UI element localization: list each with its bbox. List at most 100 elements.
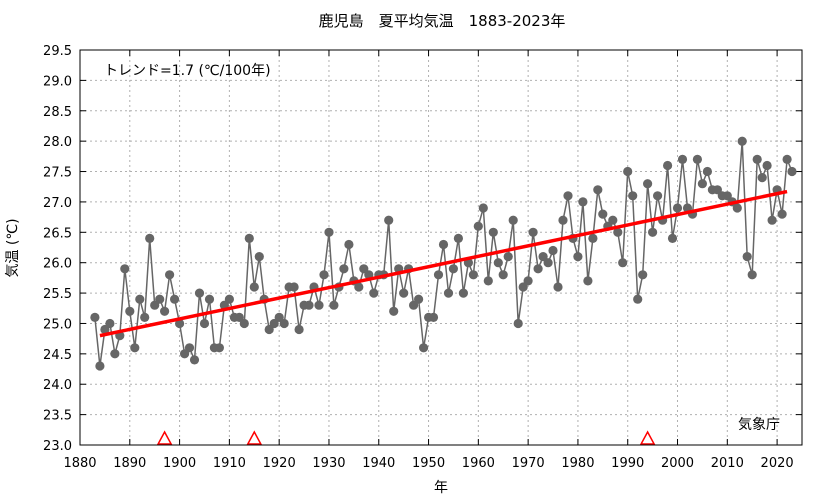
- y-tick-label: 24.0: [43, 378, 72, 393]
- data-point: [289, 282, 299, 292]
- data-point: [503, 252, 513, 262]
- data-point: [120, 264, 130, 274]
- x-tick-label: 1920: [263, 456, 296, 471]
- data-point: [488, 227, 498, 237]
- data-point: [628, 191, 638, 201]
- data-point: [239, 318, 249, 329]
- data-point: [737, 136, 747, 146]
- data-point: [294, 324, 304, 335]
- station-change-markers: [156, 430, 656, 445]
- y-tick-label: 26.5: [43, 226, 72, 241]
- data-point: [135, 294, 145, 304]
- x-tick-label: 1930: [312, 456, 345, 471]
- data-point: [175, 318, 185, 329]
- y-tick-label: 26.0: [43, 257, 72, 272]
- data-point: [777, 209, 787, 219]
- data-point: [528, 227, 538, 237]
- x-tick-label: 2010: [711, 456, 744, 471]
- y-tick-label: 27.0: [43, 196, 72, 211]
- data-point: [274, 312, 284, 322]
- data-point: [155, 294, 165, 304]
- data-point: [453, 233, 463, 243]
- data-point: [468, 270, 478, 280]
- data-point: [608, 215, 618, 225]
- data-point: [224, 294, 234, 304]
- trend-line: [99, 189, 788, 338]
- data-point: [598, 209, 608, 219]
- data-point: [204, 294, 215, 304]
- axis-ticks: 23.0 23.5 24.0 24.5 25.0 25.5 26.0 26.5 27.0 27.5…: [43, 44, 802, 471]
- data-point: [722, 191, 732, 201]
- y-tick-label: 28.5: [43, 105, 72, 120]
- data-point: [767, 215, 777, 225]
- data-point: [518, 282, 528, 292]
- data-point: [648, 227, 658, 237]
- data-point: [428, 312, 439, 322]
- x-tick-label: 2020: [761, 456, 794, 471]
- data-point: [110, 349, 120, 359]
- data-point: [419, 343, 429, 353]
- x-tick-label: 1970: [512, 456, 545, 471]
- data-point: [757, 173, 767, 183]
- data-point: [279, 318, 289, 329]
- x-tick-label: 1940: [362, 456, 395, 471]
- data-point: [473, 221, 483, 231]
- data-point: [458, 288, 468, 298]
- data-point: [214, 343, 224, 353]
- data-point: [663, 160, 673, 171]
- data-point: [667, 233, 678, 243]
- data-point: [448, 264, 458, 274]
- data-point: [125, 306, 135, 316]
- data-point: [194, 288, 205, 298]
- data-point: [249, 282, 259, 292]
- data-point: [483, 276, 493, 286]
- data-point: [558, 215, 568, 225]
- data-point: [508, 215, 518, 225]
- data-point: [533, 264, 543, 274]
- data-point: [329, 300, 339, 310]
- data-point: [593, 185, 603, 195]
- data-point: [553, 282, 563, 292]
- data-point: [643, 179, 653, 189]
- y-tick-label: 23.5: [43, 409, 72, 424]
- data-point: [384, 215, 394, 225]
- data-point: [95, 361, 105, 371]
- data-point: [254, 252, 264, 262]
- data-point: [752, 154, 762, 164]
- data-point: [105, 318, 115, 329]
- y-tick-label: 29.5: [43, 44, 72, 59]
- x-tick-label: 1990: [611, 456, 644, 471]
- data-point: [354, 282, 364, 292]
- data-point: [618, 258, 628, 268]
- y-tick-label: 29.0: [43, 74, 72, 89]
- data-point: [189, 355, 200, 365]
- data-point: [90, 312, 100, 322]
- data-point: [339, 264, 349, 274]
- x-tick-label: 1950: [412, 456, 445, 471]
- data-point: [538, 252, 548, 262]
- data-point: [443, 288, 454, 298]
- plot-frame: [79, 49, 803, 446]
- source-label: 気象庁: [738, 417, 780, 433]
- data-point: [732, 203, 742, 213]
- data-point: [234, 312, 244, 322]
- y-tick-label: 23.0: [43, 439, 72, 454]
- data-point: [653, 191, 663, 201]
- data-point: [319, 270, 329, 280]
- data-point: [165, 270, 175, 280]
- trend-annotation: トレンド=1.7 (℃/100年): [104, 63, 271, 79]
- y-axis-label: 気温 (℃): [5, 218, 21, 277]
- data-point: [513, 318, 523, 329]
- data-point: [130, 343, 140, 353]
- data-point: [747, 270, 757, 280]
- data-point: [498, 270, 508, 280]
- x-tick-label: 1910: [213, 456, 246, 471]
- data-point: [762, 160, 772, 171]
- data-point: [160, 306, 170, 316]
- x-tick-label: 1880: [63, 456, 96, 471]
- y-tick-label: 25.5: [43, 287, 72, 302]
- data-point: [140, 312, 150, 322]
- data-point: [478, 203, 488, 213]
- data-point: [583, 276, 593, 286]
- x-tick-label: 1890: [113, 456, 146, 471]
